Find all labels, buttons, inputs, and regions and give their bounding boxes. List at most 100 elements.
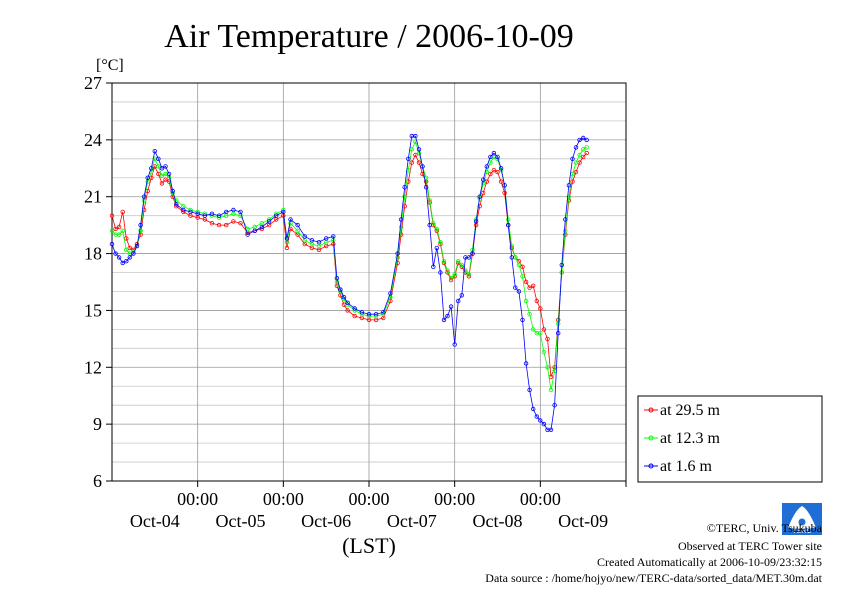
grid-lines — [112, 83, 626, 481]
y-ticks: 6 9 12 15 18 21 24 27 — [84, 73, 112, 491]
data-point — [448, 304, 454, 309]
data-point — [127, 245, 132, 251]
data-point — [409, 160, 414, 165]
data-point — [416, 147, 422, 152]
credit-source: Data source : /home/hojyo/new/TERC-data/… — [485, 571, 822, 585]
data-point — [149, 166, 154, 171]
data-point — [516, 289, 522, 294]
legend: at 29.5 m at 12.3 m at 1.6 m — [644, 402, 721, 475]
data-point — [420, 171, 425, 177]
data-point — [541, 349, 547, 355]
data-point — [516, 262, 522, 268]
data-point — [431, 264, 436, 269]
data-point — [138, 222, 143, 228]
data-point — [534, 414, 539, 419]
data-point — [416, 160, 422, 165]
legend-label: at 1.6 m — [660, 458, 713, 475]
data-point — [527, 387, 532, 393]
data-point — [156, 156, 161, 161]
credit-copyright: ©TERC, Univ. Tsukuba — [707, 521, 823, 535]
data-point — [570, 156, 575, 161]
data-point — [413, 152, 418, 158]
series-line — [111, 152, 587, 377]
data-point — [284, 245, 290, 251]
legend-label: at 12.3 m — [660, 430, 721, 447]
data-point — [577, 152, 582, 158]
data-point — [434, 245, 439, 251]
data-point — [477, 203, 482, 209]
data-point — [445, 268, 450, 273]
data-point — [463, 268, 468, 273]
data-point — [566, 183, 572, 188]
data-point — [573, 145, 579, 150]
data-point — [477, 194, 482, 199]
data-point — [223, 209, 229, 215]
data-point — [520, 264, 525, 269]
data-point — [127, 255, 132, 260]
data-point — [209, 211, 215, 216]
data-point — [116, 255, 122, 260]
data-point — [470, 251, 475, 256]
terc-logo: TERC — [782, 503, 822, 535]
data-point — [420, 164, 425, 169]
data-point — [159, 181, 165, 186]
data-point — [548, 427, 554, 432]
data-point — [109, 228, 115, 233]
series-layer — [109, 133, 589, 432]
data-point — [223, 222, 229, 228]
data-point — [266, 219, 272, 224]
data-point — [188, 209, 193, 215]
data-point — [538, 418, 543, 423]
data-point — [345, 300, 350, 305]
data-point — [552, 403, 557, 408]
data-point — [513, 285, 518, 290]
data-point — [495, 154, 500, 160]
x-tick-date-label: Oct-09 — [558, 511, 608, 531]
data-point — [563, 217, 568, 222]
series-line — [111, 140, 587, 391]
data-point — [159, 166, 165, 171]
data-point — [473, 219, 479, 224]
series-3 — [109, 133, 589, 432]
data-point — [338, 287, 343, 292]
data-point — [584, 145, 589, 150]
data-point — [295, 228, 300, 233]
data-point — [181, 207, 186, 213]
data-point — [156, 171, 161, 177]
data-point — [434, 226, 439, 232]
x-tick-date-label: Oct-07 — [387, 511, 437, 531]
data-point — [427, 222, 432, 228]
data-point — [456, 298, 461, 304]
data-point — [288, 217, 293, 222]
x-tick-date-label: Oct-06 — [301, 511, 351, 531]
data-point — [545, 336, 550, 342]
data-point — [402, 184, 407, 190]
data-point — [345, 308, 350, 313]
credit-site: Observed at TERC Tower site — [678, 539, 822, 553]
data-point — [309, 238, 315, 243]
data-point — [166, 171, 172, 177]
data-point — [523, 298, 529, 304]
data-point — [284, 236, 290, 241]
data-point — [502, 183, 507, 188]
data-point — [459, 293, 464, 298]
data-point — [366, 312, 372, 317]
data-point — [113, 251, 118, 256]
data-point — [491, 167, 497, 173]
data-point — [527, 285, 532, 290]
data-point — [252, 228, 257, 233]
x-ticks: 00:00Oct-0400:00Oct-0500:00Oct-0600:00Oc… — [130, 481, 627, 531]
legend-label: at 29.5 m — [660, 402, 721, 419]
data-point — [531, 283, 536, 288]
data-point — [216, 213, 222, 218]
data-point — [531, 327, 536, 332]
data-point — [398, 224, 404, 230]
data-point — [481, 177, 486, 182]
y-tick-label: 27 — [84, 73, 102, 93]
data-point — [113, 226, 118, 232]
data-point — [498, 166, 504, 171]
data-point — [570, 179, 575, 184]
data-point — [334, 276, 340, 281]
data-point — [466, 255, 472, 260]
data-point — [316, 239, 322, 245]
